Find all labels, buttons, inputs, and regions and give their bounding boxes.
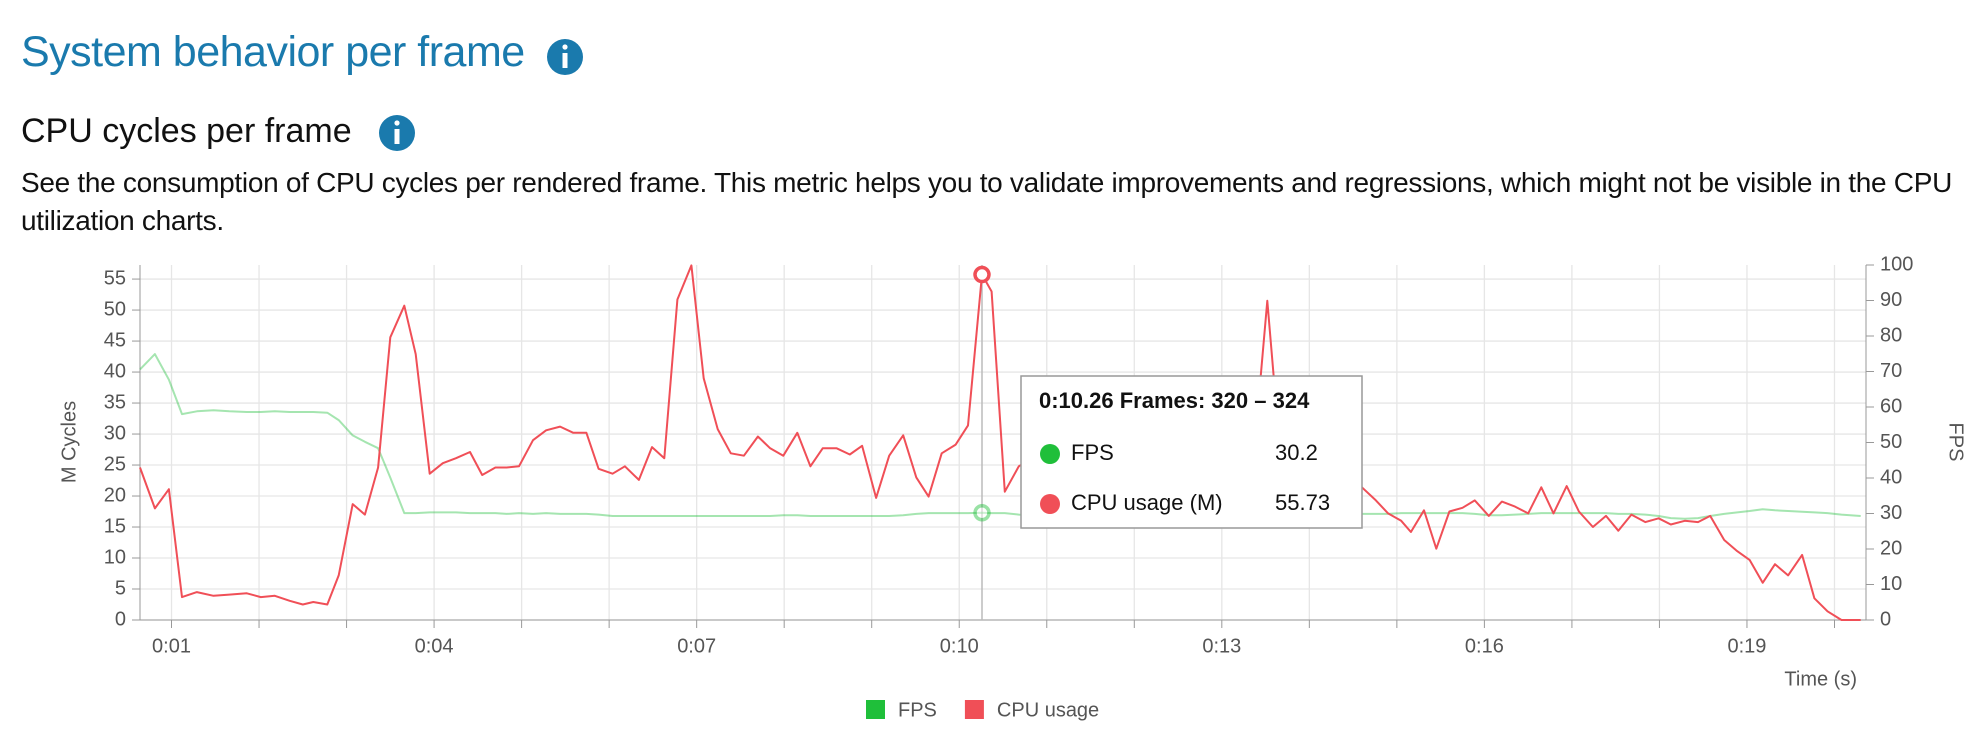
y-tick-label: 25 [104, 453, 126, 475]
y2-tick-label: 30 [1880, 502, 1902, 524]
y-tick-label: 20 [104, 484, 126, 506]
chart-title: CPU cycles per frame [21, 112, 352, 150]
x-tick-label: 0:13 [1202, 635, 1241, 657]
tooltip-value: 55.73 [1275, 490, 1330, 515]
x-tick-label: 0:10 [940, 635, 979, 657]
info-icon[interactable] [547, 39, 583, 75]
y2-tick-label: 60 [1880, 395, 1902, 417]
info-icon[interactable] [379, 115, 415, 151]
tooltip-swatch [1040, 444, 1060, 464]
y-axis-label: M Cycles [58, 401, 80, 483]
y-tick-label: 50 [104, 298, 126, 320]
legend-swatch [866, 700, 885, 719]
x-tick-label: 0:04 [415, 635, 454, 657]
tooltip: 0:10.26 Frames: 320 – 324 FPS 30.2 CPU usag… [1020, 375, 1363, 529]
tooltip-box [1020, 375, 1363, 529]
x-tick-label: 0:16 [1465, 635, 1504, 657]
y-tick-label: 5 [115, 577, 126, 599]
y-tick-label: 0 [115, 608, 126, 630]
y2-tick-label: 10 [1880, 573, 1902, 595]
y2-tick-label: 80 [1880, 324, 1902, 346]
legend-label: FPS [898, 699, 937, 721]
legend-label: CPU usage [997, 699, 1099, 721]
section-title: System behavior per frame [21, 28, 525, 76]
tooltip-label: FPS [1071, 440, 1114, 465]
x-tick-label: 0:07 [677, 635, 716, 657]
y2-tick-label: 70 [1880, 360, 1902, 382]
y2-tick-label: 40 [1880, 466, 1902, 488]
hover-marker [973, 265, 991, 284]
hover-marker [973, 504, 991, 522]
y-tick-label: 55 [104, 267, 126, 289]
y2-tick-label: 50 [1880, 431, 1902, 453]
y2-tick-label: 20 [1880, 537, 1902, 559]
tooltip-value: 30.2 [1275, 440, 1318, 465]
x-tick-label: 0:01 [152, 635, 191, 657]
series-line [139, 353, 1861, 520]
x-axis-label: Time (s) [1784, 668, 1857, 690]
description: See the consumption of CPU cycles per re… [21, 167, 1953, 236]
legend-swatch [964, 700, 984, 719]
y-tick-label: 45 [104, 329, 126, 351]
y-tick-label: 30 [104, 422, 126, 444]
y-tick-label: 35 [104, 391, 126, 413]
y2-tick-label: 100 [1880, 253, 1913, 275]
tooltip-swatch [1040, 494, 1060, 514]
y2-axis-label: FPS [1945, 423, 1967, 462]
x-tick-label: 0:19 [1727, 635, 1766, 657]
y-tick-label: 40 [104, 360, 126, 382]
y2-tick-label: 0 [1880, 608, 1891, 630]
tooltip-label: CPU usage (M) [1071, 490, 1223, 515]
y-tick-label: 15 [104, 515, 126, 537]
y2-tick-label: 90 [1880, 289, 1902, 311]
legend: FPS CPU usage [866, 699, 1099, 721]
tooltip-title: 0:10.26 Frames: 320 – 324 [1039, 388, 1310, 413]
series-line [139, 264, 1861, 621]
y-tick-label: 10 [104, 546, 126, 568]
